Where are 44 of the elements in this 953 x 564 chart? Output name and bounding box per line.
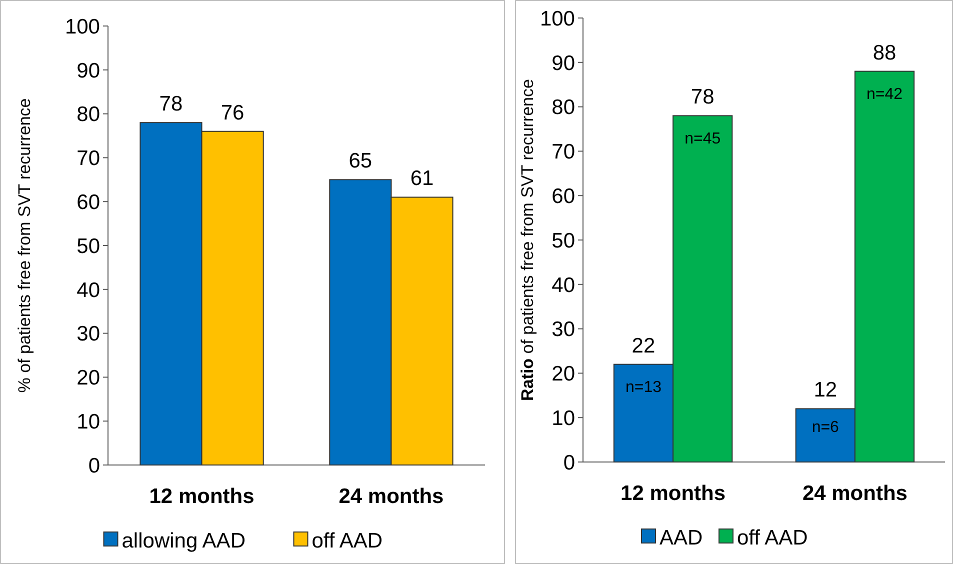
y-tick-label: 70 xyxy=(76,147,100,170)
y-tick-label: 60 xyxy=(552,184,575,208)
x-tick-label: 12 months xyxy=(620,482,726,505)
y-tick-label: 50 xyxy=(76,234,100,258)
y-tick-label: 90 xyxy=(76,59,100,82)
y-tick-label: 20 xyxy=(76,366,100,390)
y-tick-label: 20 xyxy=(552,362,575,386)
x-tick-label: 12 months xyxy=(149,485,254,508)
y-tick-label: 80 xyxy=(76,103,100,126)
y-tick-label: 50 xyxy=(552,229,575,252)
y-tick-label: 30 xyxy=(552,318,575,342)
y-axis-title: % of patients free from SVT recurrence xyxy=(15,98,34,393)
y-tick-label: 70 xyxy=(552,140,575,164)
legend-label: AAD xyxy=(660,526,703,550)
data-label: 78 xyxy=(159,92,183,116)
y-tick-label: 80 xyxy=(552,96,575,120)
legend-label: off AAD xyxy=(312,529,383,552)
annotation: n=13 xyxy=(625,379,662,396)
annotation: n=45 xyxy=(684,130,721,148)
data-label: 22 xyxy=(632,334,656,358)
y-tick-label: 0 xyxy=(563,451,575,474)
data-label: 78 xyxy=(690,86,714,109)
y-tick-label: 100 xyxy=(540,7,575,30)
annotation: n=42 xyxy=(866,86,903,104)
data-label: 65 xyxy=(348,150,372,173)
y-tick-label: 30 xyxy=(76,322,100,346)
data-label: 61 xyxy=(410,167,434,190)
y-axis-title: Ratio of patients free from SVT recurrence xyxy=(518,79,537,401)
y-tick-label: 10 xyxy=(76,410,100,434)
y-tick-label: 90 xyxy=(552,52,575,75)
x-tick-label: 24 months xyxy=(802,482,908,505)
data-label: 76 xyxy=(220,101,244,124)
y-tick-label: 10 xyxy=(552,406,575,430)
data-label: 12 xyxy=(814,378,838,402)
legend-label: allowing AAD xyxy=(122,529,246,552)
annotation: n=6 xyxy=(812,419,840,436)
y-tick-label: 100 xyxy=(64,15,100,38)
y-tick-label: 0 xyxy=(88,454,100,478)
y-tick-label: 40 xyxy=(76,278,100,302)
y-tick-label: 40 xyxy=(552,274,575,297)
x-tick-label: 24 months xyxy=(338,485,444,508)
y-tick-label: 60 xyxy=(76,190,100,214)
legend-label: off AAD xyxy=(737,526,808,550)
data-label: 88 xyxy=(872,41,896,64)
